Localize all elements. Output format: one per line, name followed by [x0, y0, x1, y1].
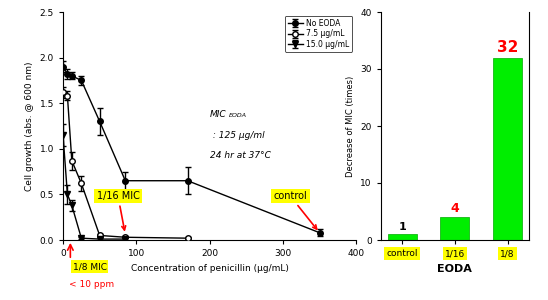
Text: < 10 ppm: < 10 ppm [69, 280, 114, 290]
Text: 1: 1 [398, 222, 406, 232]
Text: control: control [273, 191, 317, 229]
Bar [441, 217, 469, 240]
Legend: No EODA, 7.5 μg/mL, 15.0 μg/mL: No EODA, 7.5 μg/mL, 15.0 μg/mL [285, 16, 352, 52]
X-axis label: EODA: EODA [437, 264, 472, 274]
Y-axis label: Decrease of MIC (times): Decrease of MIC (times) [346, 75, 355, 177]
Bar [493, 58, 522, 240]
Text: EODA: EODA [229, 113, 247, 119]
Text: 1/16 MIC: 1/16 MIC [96, 191, 139, 230]
Text: MIC: MIC [209, 110, 226, 119]
Bar [387, 234, 416, 240]
Text: 1/8 MIC: 1/8 MIC [72, 262, 106, 271]
Y-axis label: Cell growth (abs. @ 600 nm): Cell growth (abs. @ 600 nm) [25, 61, 34, 191]
Text: 4: 4 [450, 202, 459, 215]
Text: 24 hr at 37°C: 24 hr at 37°C [209, 151, 271, 160]
X-axis label: Concentration of penicillin (μg/mL): Concentration of penicillin (μg/mL) [130, 264, 289, 273]
Text: : 125 μg/ml: : 125 μg/ml [209, 130, 264, 140]
Text: 32: 32 [497, 40, 518, 55]
